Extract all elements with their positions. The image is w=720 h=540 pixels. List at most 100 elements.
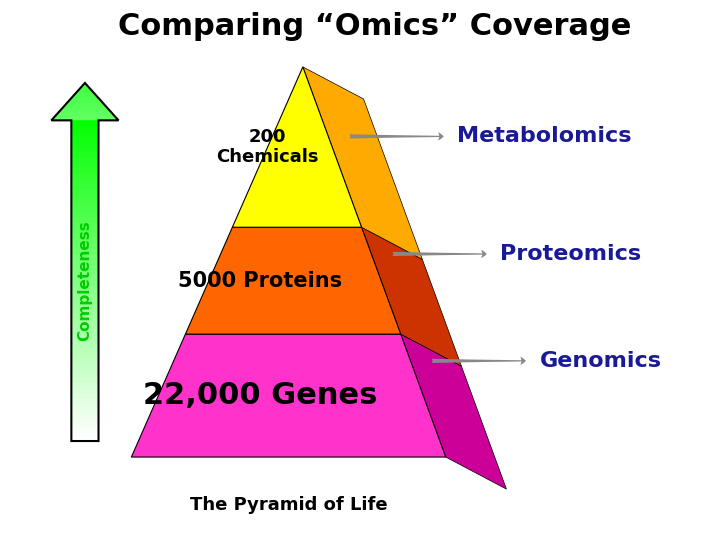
Polygon shape xyxy=(66,103,104,104)
Bar xyxy=(71,152,99,158)
Bar xyxy=(71,409,99,414)
Polygon shape xyxy=(56,114,114,116)
Polygon shape xyxy=(60,110,110,111)
Bar xyxy=(71,174,99,179)
Polygon shape xyxy=(63,106,107,107)
Polygon shape xyxy=(81,86,89,87)
Bar xyxy=(71,275,99,281)
Bar xyxy=(71,147,99,152)
Bar xyxy=(71,329,99,334)
Bar xyxy=(71,307,99,313)
Bar xyxy=(71,377,99,382)
Bar xyxy=(71,355,99,361)
Bar xyxy=(71,366,99,372)
Polygon shape xyxy=(58,112,112,113)
Bar xyxy=(71,259,99,265)
Bar xyxy=(71,163,99,168)
Polygon shape xyxy=(78,90,92,91)
Bar xyxy=(71,372,99,377)
Bar xyxy=(71,185,99,190)
Bar xyxy=(71,222,99,227)
Text: 200
Chemicals: 200 Chemicals xyxy=(216,127,318,166)
Bar xyxy=(71,195,99,200)
Polygon shape xyxy=(52,119,118,120)
Bar xyxy=(71,244,99,248)
Bar xyxy=(71,296,99,302)
Polygon shape xyxy=(71,97,99,98)
Polygon shape xyxy=(131,334,446,457)
Bar xyxy=(71,206,99,211)
Polygon shape xyxy=(70,99,100,100)
Text: Genomics: Genomics xyxy=(539,351,662,371)
Bar xyxy=(71,292,99,296)
Bar xyxy=(71,420,99,425)
Bar xyxy=(71,211,99,217)
Bar xyxy=(71,334,99,340)
Polygon shape xyxy=(62,108,108,109)
Bar xyxy=(71,382,99,388)
Polygon shape xyxy=(233,67,361,227)
Bar xyxy=(71,168,99,174)
Bar xyxy=(71,248,99,254)
Polygon shape xyxy=(77,91,93,92)
Polygon shape xyxy=(76,92,94,93)
Polygon shape xyxy=(84,83,86,84)
Bar xyxy=(71,179,99,185)
Bar xyxy=(71,200,99,206)
Polygon shape xyxy=(303,67,423,259)
Polygon shape xyxy=(68,101,102,102)
Bar xyxy=(71,131,99,137)
Text: Completeness: Completeness xyxy=(78,220,92,341)
Bar xyxy=(71,323,99,329)
Bar xyxy=(71,120,99,126)
Bar xyxy=(71,302,99,307)
Bar xyxy=(71,350,99,355)
Bar xyxy=(71,141,99,147)
Polygon shape xyxy=(80,88,90,89)
Bar xyxy=(71,158,99,163)
Polygon shape xyxy=(78,89,91,90)
Bar xyxy=(71,313,99,318)
Polygon shape xyxy=(84,84,86,85)
Bar xyxy=(71,403,99,409)
Polygon shape xyxy=(53,118,117,119)
Polygon shape xyxy=(361,227,462,366)
Polygon shape xyxy=(63,107,107,108)
Bar xyxy=(71,286,99,292)
Polygon shape xyxy=(401,334,506,489)
Bar xyxy=(71,190,99,195)
Polygon shape xyxy=(71,98,99,99)
Bar xyxy=(71,340,99,345)
Polygon shape xyxy=(55,116,115,117)
Polygon shape xyxy=(66,104,104,105)
Polygon shape xyxy=(73,95,96,96)
Polygon shape xyxy=(68,100,102,101)
Bar xyxy=(71,137,99,141)
Text: 5000 Proteins: 5000 Proteins xyxy=(178,271,342,291)
Bar xyxy=(71,281,99,286)
Bar xyxy=(71,126,99,131)
Bar xyxy=(71,254,99,259)
Polygon shape xyxy=(74,94,96,95)
Text: 22,000 Genes: 22,000 Genes xyxy=(143,381,377,410)
Text: Proteomics: Proteomics xyxy=(500,244,642,264)
Bar xyxy=(71,414,99,420)
Bar xyxy=(71,388,99,393)
Polygon shape xyxy=(75,93,95,94)
Bar xyxy=(71,436,99,441)
Polygon shape xyxy=(57,113,113,114)
Polygon shape xyxy=(64,105,106,106)
Text: Comparing “Omics” Coverage: Comparing “Omics” Coverage xyxy=(117,12,631,42)
Polygon shape xyxy=(53,117,116,118)
Bar xyxy=(71,265,99,270)
Bar xyxy=(71,361,99,366)
Polygon shape xyxy=(59,111,111,112)
Bar xyxy=(71,318,99,323)
Text: Metabolomics: Metabolomics xyxy=(457,126,631,146)
Polygon shape xyxy=(61,109,109,110)
Bar xyxy=(71,345,99,350)
Bar xyxy=(71,425,99,430)
Bar xyxy=(71,227,99,233)
Bar xyxy=(71,430,99,436)
Polygon shape xyxy=(67,102,103,103)
